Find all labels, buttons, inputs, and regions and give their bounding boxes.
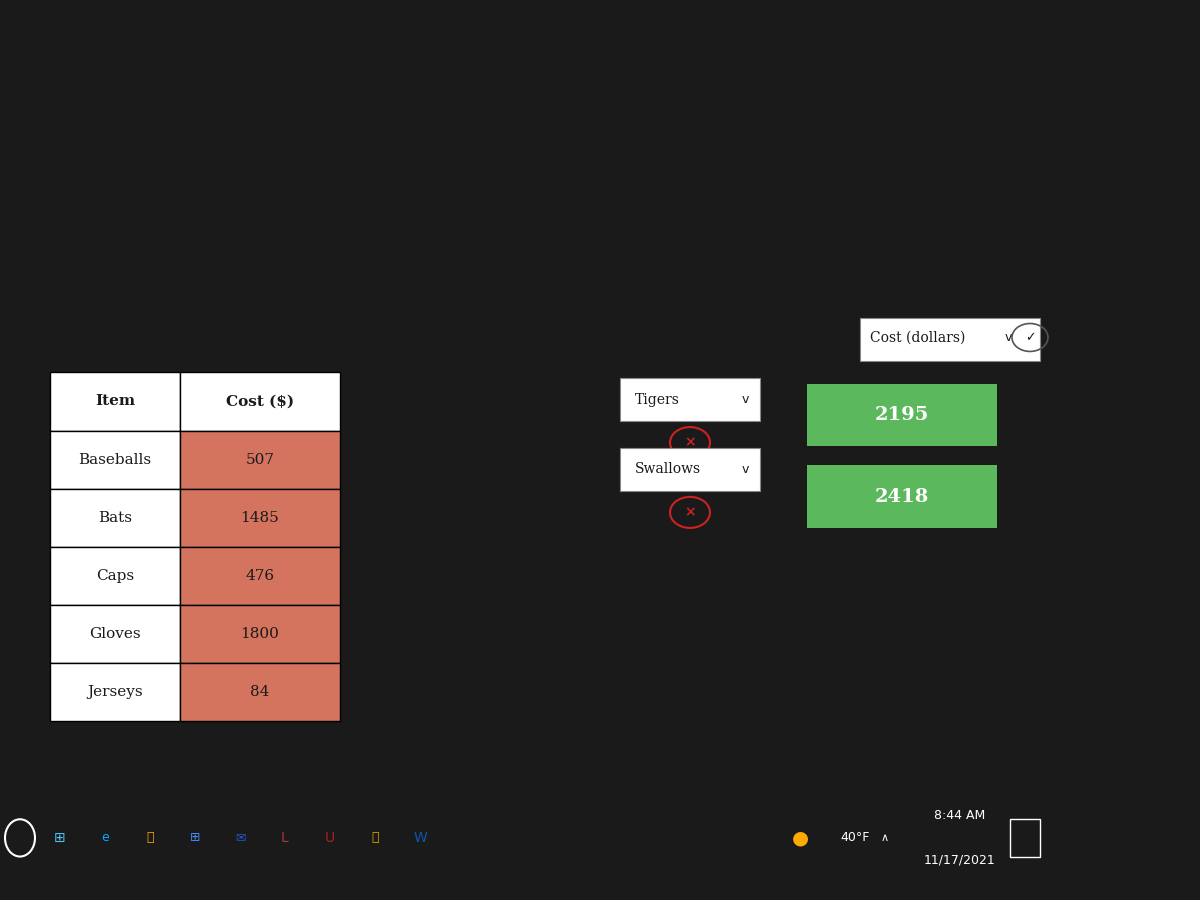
Text: 24: 24 <box>275 150 295 167</box>
Text: 476: 476 <box>246 569 275 583</box>
Text: Baseballs: Baseballs <box>78 453 151 467</box>
Text: 507: 507 <box>246 453 275 467</box>
Text: Jerseys: Jerseys <box>88 686 143 699</box>
Text: Total Costs =: Total Costs = <box>470 442 582 458</box>
Text: and: and <box>185 166 216 183</box>
Text: 11/17/2021: 11/17/2021 <box>924 854 996 867</box>
Text: ×: × <box>684 436 696 450</box>
Text: L: L <box>281 831 289 845</box>
Text: 🌐: 🌐 <box>371 832 379 844</box>
Text: ⊞: ⊞ <box>190 832 200 844</box>
Bar <box>808 384 997 446</box>
Bar <box>180 663 340 722</box>
Text: 23: 23 <box>434 189 456 206</box>
Text: 1800: 1800 <box>240 627 280 641</box>
Text: ×: × <box>684 506 696 519</box>
Bar <box>620 378 760 421</box>
Text: 16: 16 <box>434 150 456 167</box>
Text: ⊞: ⊞ <box>54 831 66 845</box>
Text: 11: 11 <box>314 150 336 167</box>
Bar <box>1010 819 1040 857</box>
Text: Below are two matrices, the first being a cost matrix for the equipment and the : Below are two matrices, the first being … <box>14 20 876 33</box>
Text: 26: 26 <box>275 189 295 206</box>
Text: ●: ● <box>792 828 809 848</box>
Bar <box>180 430 340 489</box>
Text: 27: 27 <box>89 206 110 223</box>
Text: 📁: 📁 <box>146 832 154 844</box>
Text: ✉: ✉ <box>235 832 245 844</box>
Text: 55: 55 <box>354 189 376 206</box>
Text: Multiplying these two matrices together in the correct way will give the total c: Multiplying these two matrices together … <box>14 287 736 301</box>
Text: v: v <box>742 393 749 406</box>
Text: ∧: ∧ <box>881 832 889 843</box>
Text: U: U <box>325 831 335 845</box>
Bar <box>180 373 340 430</box>
Text: 60: 60 <box>354 150 376 167</box>
Bar <box>808 465 997 527</box>
Text: Item: Item <box>95 394 136 409</box>
Text: 13: 13 <box>89 244 110 261</box>
Text: Bats: Bats <box>98 511 132 525</box>
Text: 1485: 1485 <box>241 511 280 525</box>
Text: needs.: needs. <box>14 48 64 62</box>
Text: $C =$: $C =$ <box>38 166 70 184</box>
Text: First determine the cost of each item. Then compute the product and assign label: First determine the cost of each item. T… <box>14 322 808 336</box>
Text: e: e <box>101 832 109 844</box>
Bar <box>180 605 340 663</box>
Text: W: W <box>413 831 427 845</box>
Text: Swallows: Swallows <box>635 463 701 476</box>
Text: 40°F: 40°F <box>840 832 870 844</box>
Text: v: v <box>742 463 749 476</box>
Bar <box>180 547 340 605</box>
Bar <box>50 430 180 489</box>
Text: 27: 27 <box>395 189 415 206</box>
Text: Cost (dollars): Cost (dollars) <box>870 330 965 345</box>
Bar <box>50 489 180 547</box>
Text: 3: 3 <box>95 168 106 185</box>
Text: 84: 84 <box>251 686 270 699</box>
Bar <box>50 605 180 663</box>
Text: Gloves: Gloves <box>89 627 140 641</box>
Bar <box>620 448 760 490</box>
Text: v: v <box>1006 331 1013 344</box>
Bar <box>860 318 1040 361</box>
Bar <box>50 663 180 722</box>
Bar <box>50 547 180 605</box>
Text: 2418: 2418 <box>875 488 929 506</box>
Text: 8:44 AM: 8:44 AM <box>935 809 985 822</box>
Text: ✓: ✓ <box>1025 331 1036 344</box>
Text: 17: 17 <box>89 130 110 148</box>
Text: 17: 17 <box>314 189 336 206</box>
Text: 36: 36 <box>90 93 110 110</box>
Text: Caps: Caps <box>96 569 134 583</box>
Bar <box>50 373 180 430</box>
Text: Tigers: Tigers <box>635 392 680 407</box>
Bar <box>180 489 340 547</box>
Text: 28: 28 <box>395 150 415 167</box>
Text: 2195: 2195 <box>875 406 929 424</box>
Text: Cost ($): Cost ($) <box>226 394 294 409</box>
Text: $E =$: $E =$ <box>224 166 256 184</box>
